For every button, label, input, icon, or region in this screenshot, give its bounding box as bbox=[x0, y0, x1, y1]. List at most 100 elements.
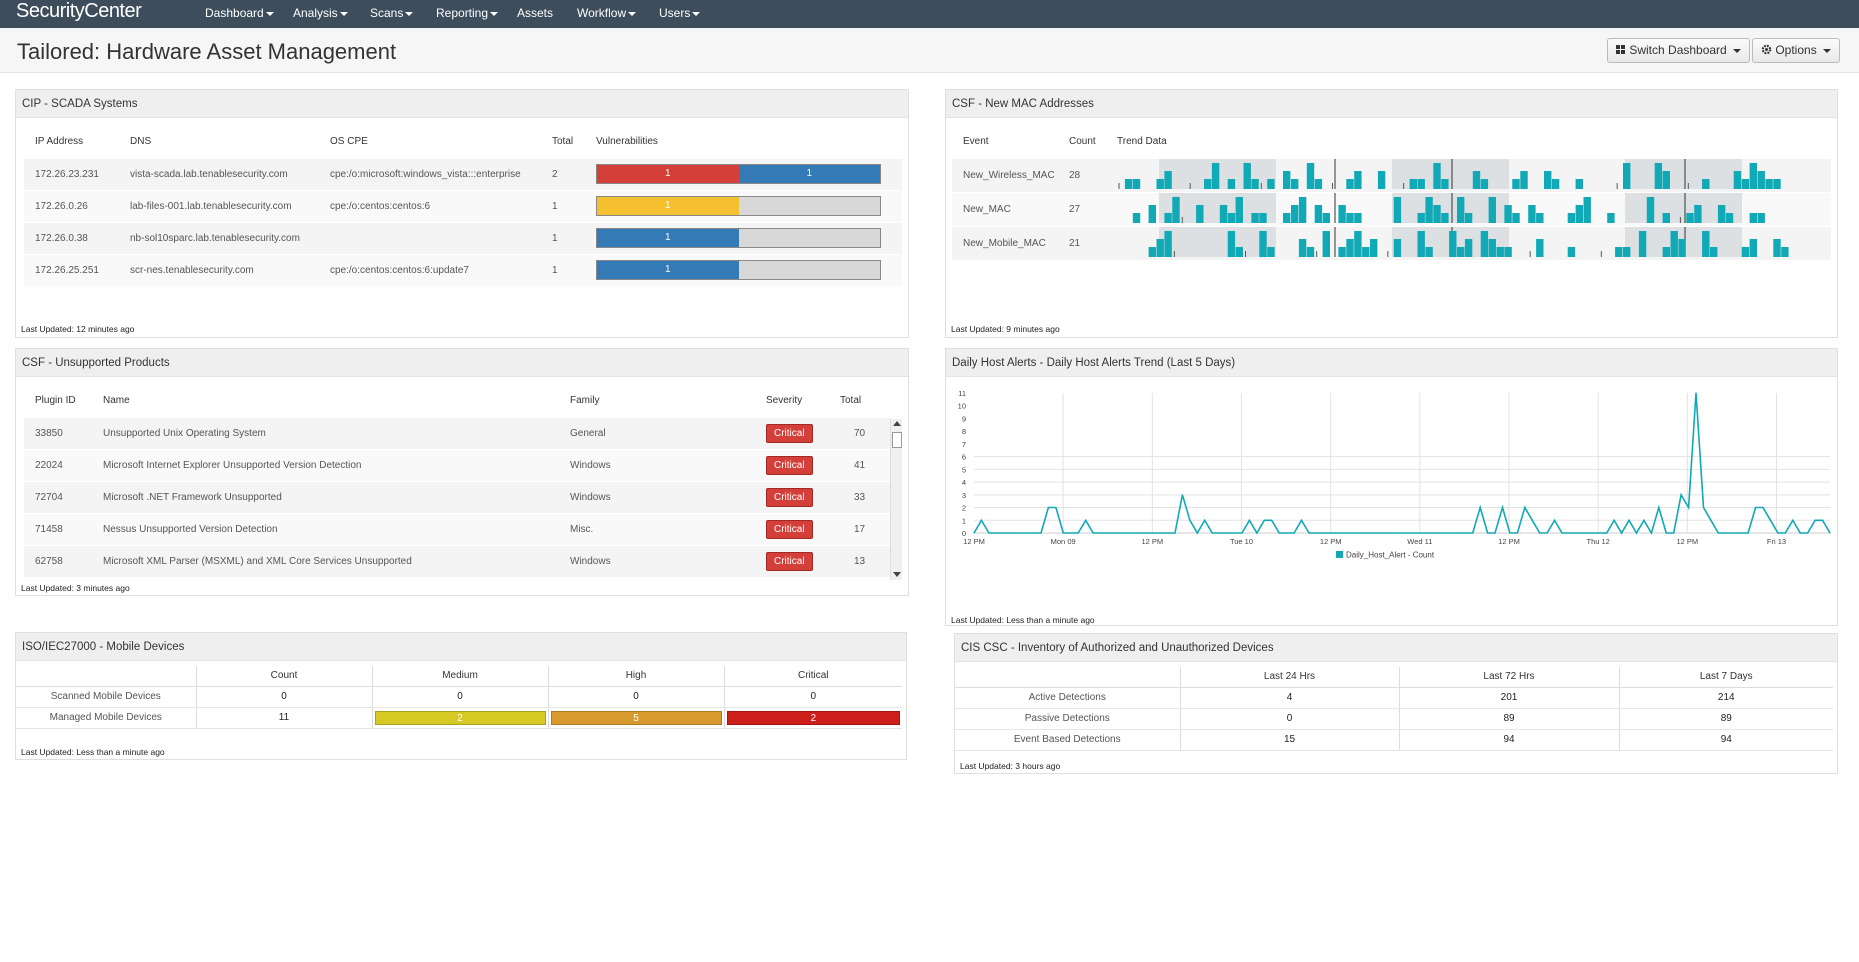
trend-bar bbox=[1702, 178, 1710, 189]
vulnerability-segment[interactable]: 1 bbox=[597, 165, 739, 183]
count-cell: 0 bbox=[195, 686, 372, 708]
dns-cell: nb-sol10sparc.lab.tenablesecurity.com bbox=[130, 221, 330, 254]
nav-reporting-label: Reporting bbox=[436, 6, 489, 20]
table-row[interactable]: 33850 Unsupported Unix Operating System Ge… bbox=[24, 416, 890, 449]
col-header[interactable]: Vulnerabilities bbox=[596, 136, 658, 148]
col-header[interactable]: Plugin ID bbox=[35, 395, 76, 407]
data-point bbox=[1688, 506, 1690, 509]
data-point bbox=[1099, 532, 1102, 534]
x-tick-label: 12 PM bbox=[1320, 537, 1342, 546]
scroll-thumb[interactable] bbox=[892, 432, 902, 448]
vulnerability-segment[interactable]: 1 bbox=[738, 165, 880, 183]
trend-sparkline[interactable] bbox=[1117, 192, 1817, 223]
severity-badge[interactable]: Critical bbox=[766, 487, 813, 507]
severity-badge[interactable]: Critical bbox=[766, 423, 813, 443]
table-row[interactable]: 172.26.0.38 nb-sol10sparc.lab.tenablesecu… bbox=[24, 221, 902, 254]
last-updated: Last Updated: Less than a minute ago bbox=[951, 615, 1095, 625]
data-point bbox=[1032, 532, 1035, 534]
nav-analysis[interactable]: Analysis bbox=[293, 6, 348, 20]
critical-bar[interactable]: 2 bbox=[726, 710, 900, 725]
vulnerabilities-cell: 1 bbox=[596, 221, 902, 254]
scrollbar[interactable] bbox=[890, 419, 902, 580]
table-row[interactable]: New_MAC 27 bbox=[952, 191, 1831, 226]
total-cell: 1 bbox=[552, 189, 596, 222]
trend-bar bbox=[1670, 230, 1678, 257]
options-label: Options bbox=[1775, 43, 1817, 57]
table-row[interactable]: 172.26.23.231 vista-scada.lab.tenablesecu… bbox=[24, 157, 902, 190]
vulnerability-bar[interactable]: 1 bbox=[596, 196, 881, 216]
vulnerability-segment[interactable]: 1 bbox=[597, 197, 739, 215]
count-cell: 27 bbox=[1069, 191, 1117, 226]
col-header[interactable]: Event bbox=[963, 136, 989, 148]
col-header[interactable]: IP Address bbox=[35, 136, 84, 148]
scroll-up-icon[interactable] bbox=[893, 421, 901, 426]
table-row[interactable]: 71458 Nessus Unsupported Version Detectio… bbox=[24, 512, 890, 545]
col-header[interactable]: DNS bbox=[130, 136, 152, 148]
medium-bar[interactable]: 2 bbox=[374, 710, 546, 725]
data-point bbox=[1293, 532, 1295, 534]
col-header[interactable]: Family bbox=[570, 395, 600, 407]
data-point bbox=[1487, 532, 1489, 534]
unsupported-scroll-area[interactable]: Plugin ID Name Family Severity Total 338… bbox=[24, 385, 902, 580]
gear-icon bbox=[1761, 44, 1772, 55]
vulnerability-bar[interactable]: 1 bbox=[596, 228, 881, 248]
total-cell: 33 bbox=[840, 480, 890, 513]
nav-assets[interactable]: Assets bbox=[517, 6, 553, 20]
daily-host-alerts-chart: 0 1 2 3 4 5 6 7 8 9 10 11 12 PM Mon 09 12 PM Tue 10 12 P… bbox=[958, 389, 1831, 560]
data-point bbox=[1382, 532, 1384, 534]
legend[interactable]: Daily_Host_Alert - Count bbox=[1336, 551, 1435, 560]
last-24-hrs-cell: 15 bbox=[1179, 729, 1399, 751]
table-row[interactable]: 62758 Microsoft XML Parser (MSXML) and XM… bbox=[24, 544, 890, 577]
switch-dashboard-button[interactable]: Switch Dashboard bbox=[1607, 38, 1750, 63]
panel-unsupported-products: CSF - Unsupported Products Plugin ID Nam… bbox=[15, 348, 909, 596]
table-row[interactable]: 172.26.25.251 scr-nes.tenablesecurity.com… bbox=[24, 253, 902, 286]
nav-workflow[interactable]: Workflow bbox=[577, 6, 637, 20]
trend-bar bbox=[1464, 238, 1473, 257]
trend-bar bbox=[1623, 246, 1631, 257]
nav-reporting[interactable]: Reporting bbox=[436, 6, 499, 20]
col-header: Critical bbox=[723, 666, 902, 687]
trend-sparkline[interactable] bbox=[1117, 158, 1817, 189]
table-row[interactable]: 172.26.0.26 lab-files-001.lab.tenablesecu… bbox=[24, 189, 902, 222]
table-row[interactable]: New_Wireless_MAC 28 bbox=[952, 157, 1831, 192]
last-7-days-cell: 214 bbox=[1618, 687, 1833, 709]
options-button[interactable]: Options bbox=[1752, 38, 1840, 63]
vulnerability-segment[interactable]: 1 bbox=[597, 261, 739, 280]
data-point bbox=[1323, 532, 1325, 534]
scroll-down-icon[interactable] bbox=[893, 572, 901, 577]
col-header[interactable]: Total bbox=[840, 395, 862, 407]
brand-logo[interactable]: SecurityCenter bbox=[16, 0, 142, 22]
trend-shade bbox=[1159, 226, 1276, 257]
x-tick-label: 12 PM bbox=[1676, 537, 1698, 546]
severity-badge[interactable]: Critical bbox=[766, 455, 813, 475]
col-header[interactable]: OS CPE bbox=[330, 136, 368, 148]
high-bar[interactable]: 5 bbox=[550, 710, 722, 725]
col-header[interactable]: Name bbox=[103, 395, 130, 407]
table-row[interactable]: New_Mobile_MAC 21 bbox=[952, 225, 1831, 260]
series-line[interactable] bbox=[973, 392, 1831, 536]
col-header[interactable]: Total bbox=[552, 136, 574, 148]
severity-badge[interactable]: Critical bbox=[766, 551, 813, 571]
col-header[interactable]: Trend Data bbox=[1117, 136, 1167, 148]
y-tick-label: 9 bbox=[962, 414, 966, 423]
vulnerability-bar[interactable]: 1 bbox=[596, 260, 881, 281]
severity-badge[interactable]: Critical bbox=[766, 519, 813, 539]
data-point bbox=[1152, 532, 1154, 534]
nav-dashboard[interactable]: Dashboard bbox=[205, 6, 274, 20]
total-cell: 13 bbox=[840, 544, 890, 577]
table-row[interactable]: 22024 Microsoft Internet Explorer Unsuppo… bbox=[24, 448, 890, 481]
nav-scans[interactable]: Scans bbox=[370, 6, 414, 20]
data-point bbox=[1018, 532, 1020, 534]
trend-bar bbox=[1267, 178, 1275, 189]
vulnerability-segment[interactable]: 1 bbox=[597, 229, 739, 247]
table-row[interactable]: 72704 Microsoft .NET Framework Unsupporte… bbox=[24, 480, 890, 513]
nav-users[interactable]: Users bbox=[659, 6, 701, 20]
nav-workflow-label: Workflow bbox=[577, 6, 627, 20]
col-header[interactable]: Severity bbox=[766, 395, 803, 407]
data-point bbox=[1598, 532, 1600, 534]
trend-bar bbox=[1306, 162, 1315, 189]
data-point bbox=[1003, 532, 1005, 534]
trend-sparkline[interactable] bbox=[1117, 226, 1817, 257]
col-header[interactable]: Count bbox=[1069, 136, 1096, 148]
